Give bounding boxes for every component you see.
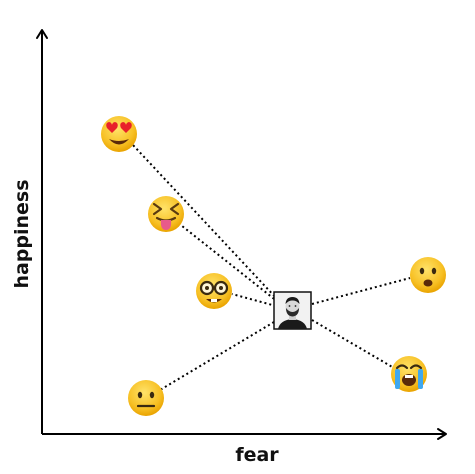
- y-axis-label: happiness: [11, 179, 33, 288]
- x-axis-arrow: [437, 428, 447, 440]
- nerd-face-emoji: [196, 273, 232, 309]
- crying-face-emoji: [391, 356, 427, 392]
- connector-neutral-face: [159, 321, 275, 391]
- person-photo-icon: [273, 291, 312, 330]
- axes: [36, 29, 447, 440]
- y-axis-arrow: [36, 29, 48, 39]
- squinting-tongue-emoji: [148, 196, 184, 232]
- connector-frowning-face: [311, 277, 411, 305]
- connectors: [131, 143, 411, 391]
- neutral-face-emoji: [128, 380, 164, 416]
- frowning-face-emoji: [410, 257, 446, 293]
- connector-squinting-tongue: [176, 221, 279, 303]
- connector-heart-eyes: [131, 143, 279, 301]
- x-axis-label: fear: [235, 444, 279, 466]
- connector-crying-face: [311, 319, 395, 369]
- heart-eyes-emoji: [101, 116, 137, 152]
